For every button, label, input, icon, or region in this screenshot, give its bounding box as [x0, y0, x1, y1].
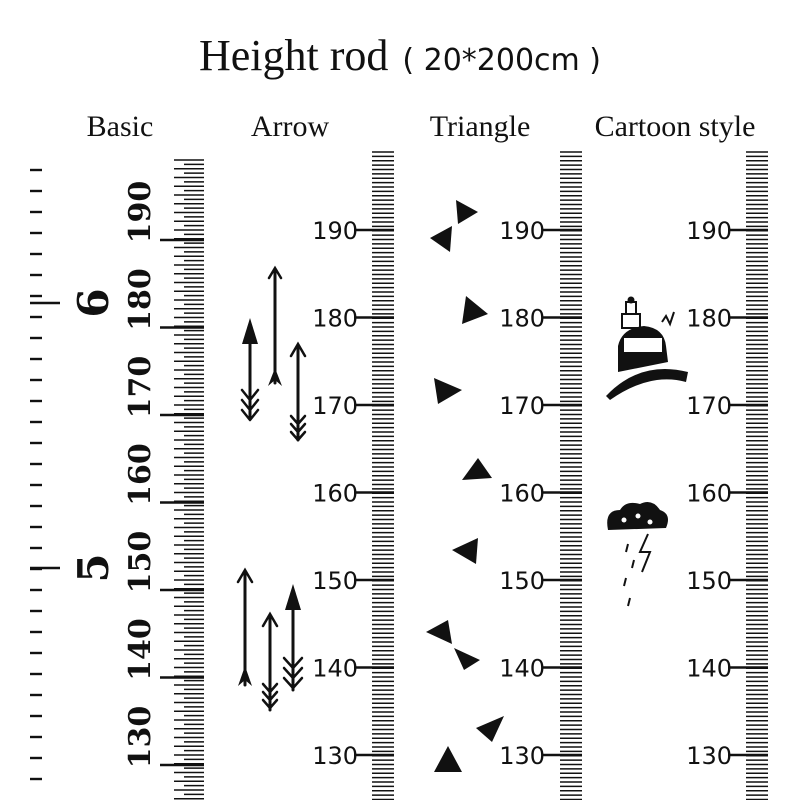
foot-label: 5 — [69, 553, 118, 582]
scale-label: 190 — [686, 217, 732, 245]
scale-label: 140 — [123, 618, 158, 681]
scale-label: 150 — [499, 567, 545, 595]
column-label-arrow: Arrow — [250, 110, 330, 143]
scale-label: 130 — [686, 742, 732, 770]
scale-label: 140 — [312, 655, 358, 683]
scale-label: 170 — [499, 392, 545, 420]
scale-label: 160 — [499, 480, 545, 508]
scale-label: 190 — [123, 181, 158, 244]
feather-arrow-icon — [289, 341, 307, 442]
scale-label: 140 — [499, 655, 545, 683]
column-label-triangle: Triangle — [429, 110, 531, 143]
scale-label: 170 — [312, 392, 358, 420]
title-main: Height rod — [198, 31, 389, 80]
basic-rod: 190 180 170 160 150 140 130 6 5 — [30, 159, 204, 800]
scale-label: 180 — [123, 268, 158, 331]
feather-arrow-icon — [282, 584, 304, 692]
scale-label: 190 — [499, 217, 545, 245]
triangle-rod: 190 180 170 160 150 140 130 — [499, 151, 582, 800]
arrow-rod: 190 180 170 160 150 140 130 — [312, 151, 394, 800]
column-label-basic: Basic — [86, 110, 154, 143]
feather-arrow-icon — [240, 318, 260, 422]
scale-label: 180 — [499, 305, 545, 333]
feather-arrow-icon — [267, 265, 283, 386]
scale-label: 130 — [499, 742, 545, 770]
column-label-cartoon: Cartoon style — [594, 110, 756, 143]
scale-label: 150 — [686, 567, 732, 595]
scale-label: 160 — [312, 480, 358, 508]
title-size: ( 20*200cm ) — [402, 43, 602, 78]
scale-label: 150 — [123, 531, 158, 594]
feather-arrow-icon — [261, 611, 279, 712]
scale-label: 140 — [686, 655, 732, 683]
scale-label: 180 — [686, 305, 732, 333]
vehicle-icon — [606, 296, 688, 400]
scale-label: 160 — [123, 443, 158, 506]
scale-label: 170 — [686, 392, 732, 420]
feather-arrow-icon — [236, 567, 254, 687]
scale-label: 130 — [123, 706, 158, 769]
page-title: Height rod ( 20*200cm ) — [0, 28, 800, 89]
cartoon-rod: 190 180 170 160 150 140 130 — [686, 151, 768, 800]
scale-label: 170 — [123, 356, 158, 419]
scale-label: 190 — [312, 217, 358, 245]
rain-cloud-icon — [607, 502, 668, 607]
foot-label: 6 — [69, 288, 118, 317]
scale-label: 180 — [312, 305, 358, 333]
scale-label: 150 — [312, 567, 358, 595]
scale-label: 160 — [686, 480, 732, 508]
scale-label: 130 — [312, 742, 358, 770]
triangle-icon — [426, 200, 504, 772]
